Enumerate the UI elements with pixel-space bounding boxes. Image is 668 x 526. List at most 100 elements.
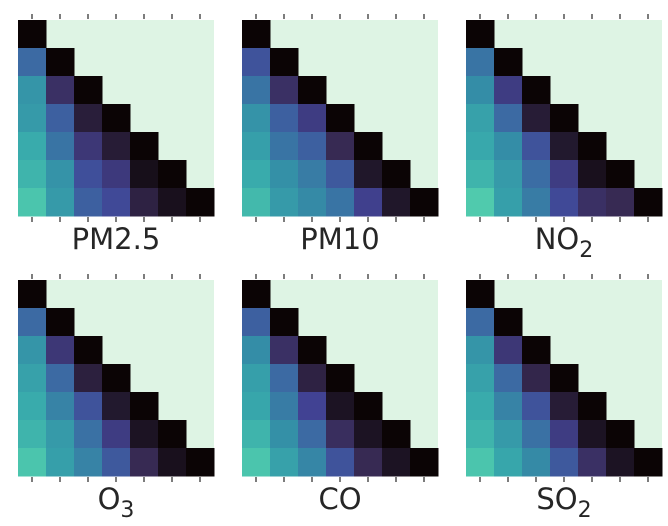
heatmap-cell — [270, 132, 299, 161]
heatmap-cell — [186, 448, 215, 477]
heatmap-cell — [326, 104, 355, 133]
heatmap-cell — [74, 160, 103, 189]
heatmap-cell — [46, 160, 75, 189]
heatmap-cell — [270, 160, 299, 189]
heatmap-cell — [550, 392, 579, 421]
heatmap-cell — [298, 364, 327, 393]
heatmap-cell — [410, 188, 439, 217]
heatmap-cell — [522, 448, 551, 477]
panel-title: SO2 — [536, 482, 591, 523]
heatmap-cell — [102, 448, 131, 477]
heatmap-cell — [186, 188, 215, 217]
heatmap-cell — [606, 420, 635, 449]
heatmap-cell — [242, 420, 271, 449]
heatmap-cell — [522, 188, 551, 217]
heatmap-cell — [550, 420, 579, 449]
heatmap-cell — [578, 188, 607, 217]
heatmap-cell — [74, 188, 103, 217]
heatmap-cell — [102, 160, 131, 189]
heatmap-cell — [298, 160, 327, 189]
heatmap-cell — [522, 132, 551, 161]
heatmap-cell — [326, 392, 355, 421]
heatmap-cell — [466, 392, 495, 421]
heatmap-cell — [298, 392, 327, 421]
heatmap-panel-2: NO2 — [466, 14, 663, 266]
heatmap-cell — [634, 188, 663, 217]
heatmap-cell — [606, 448, 635, 477]
heatmap-cell — [270, 76, 299, 105]
heatmap-cell — [466, 364, 495, 393]
heatmap-cell — [354, 420, 383, 449]
heatmap-cell — [74, 76, 103, 105]
heatmap-cell — [466, 132, 495, 161]
heatmap-cell — [242, 20, 271, 49]
heatmap-cell — [466, 336, 495, 365]
heatmap-cell — [606, 188, 635, 217]
heatmap-cell — [382, 160, 411, 189]
heatmap-cell — [74, 364, 103, 393]
heatmap-cell — [578, 132, 607, 161]
panel-title: PM2.5 — [72, 222, 161, 256]
heatmap-cell — [494, 308, 523, 337]
heatmap-cell — [326, 188, 355, 217]
heatmap-cell — [494, 104, 523, 133]
heatmap-cell — [298, 188, 327, 217]
heatmap-cell — [634, 448, 663, 477]
heatmap-cell — [550, 188, 579, 217]
heatmap-svg: PM10 — [242, 14, 439, 256]
heatmap-cell — [494, 364, 523, 393]
heatmap-cell — [466, 160, 495, 189]
heatmap-cell — [102, 364, 131, 393]
heatmap-cell — [522, 104, 551, 133]
heatmap-cell — [522, 392, 551, 421]
heatmap-cell — [242, 132, 271, 161]
heatmap-cell — [270, 364, 299, 393]
heatmap-cell — [130, 420, 159, 449]
heatmap-cell — [130, 160, 159, 189]
heatmap-cell — [158, 448, 187, 477]
heatmap-cell — [46, 448, 75, 477]
heatmap-cell — [130, 188, 159, 217]
heatmap-svg: PM2.5 — [18, 14, 215, 256]
heatmap-cell — [46, 336, 75, 365]
heatmap-svg: SO2 — [466, 274, 663, 523]
heatmap-cell — [298, 420, 327, 449]
heatmap-cell — [606, 160, 635, 189]
heatmap-cell — [298, 104, 327, 133]
heatmap-cell — [298, 336, 327, 365]
heatmap-cell — [466, 420, 495, 449]
heatmap-cell — [18, 364, 47, 393]
heatmap-cell — [494, 48, 523, 77]
panel-title: CO — [318, 482, 361, 516]
heatmap-cell — [18, 188, 47, 217]
heatmap-cell — [550, 364, 579, 393]
heatmap-cell — [550, 104, 579, 133]
heatmap-cell — [326, 132, 355, 161]
heatmap-cell — [158, 188, 187, 217]
heatmap-cell — [46, 392, 75, 421]
heatmap-cell — [494, 76, 523, 105]
heatmap-cell — [522, 160, 551, 189]
heatmap-cell — [382, 448, 411, 477]
heatmap-cell — [354, 392, 383, 421]
heatmap-cell — [242, 392, 271, 421]
heatmap-cell — [242, 280, 271, 309]
heatmap-cell — [522, 420, 551, 449]
heatmap-cell — [102, 392, 131, 421]
heatmap-cell — [354, 132, 383, 161]
heatmap-cell — [578, 420, 607, 449]
heatmap-cell — [74, 448, 103, 477]
heatmap-cell — [270, 336, 299, 365]
heatmap-cell — [46, 420, 75, 449]
heatmap-cell — [578, 448, 607, 477]
heatmap-cell — [270, 104, 299, 133]
heatmap-cell — [354, 160, 383, 189]
panel-title: PM10 — [300, 222, 379, 256]
heatmap-cell — [18, 160, 47, 189]
heatmap-svg: O3 — [18, 274, 215, 523]
heatmap-cell — [494, 420, 523, 449]
heatmap-cell — [46, 48, 75, 77]
heatmap-cell — [298, 448, 327, 477]
heatmap-cell — [242, 104, 271, 133]
panel-title: NO2 — [535, 222, 594, 263]
